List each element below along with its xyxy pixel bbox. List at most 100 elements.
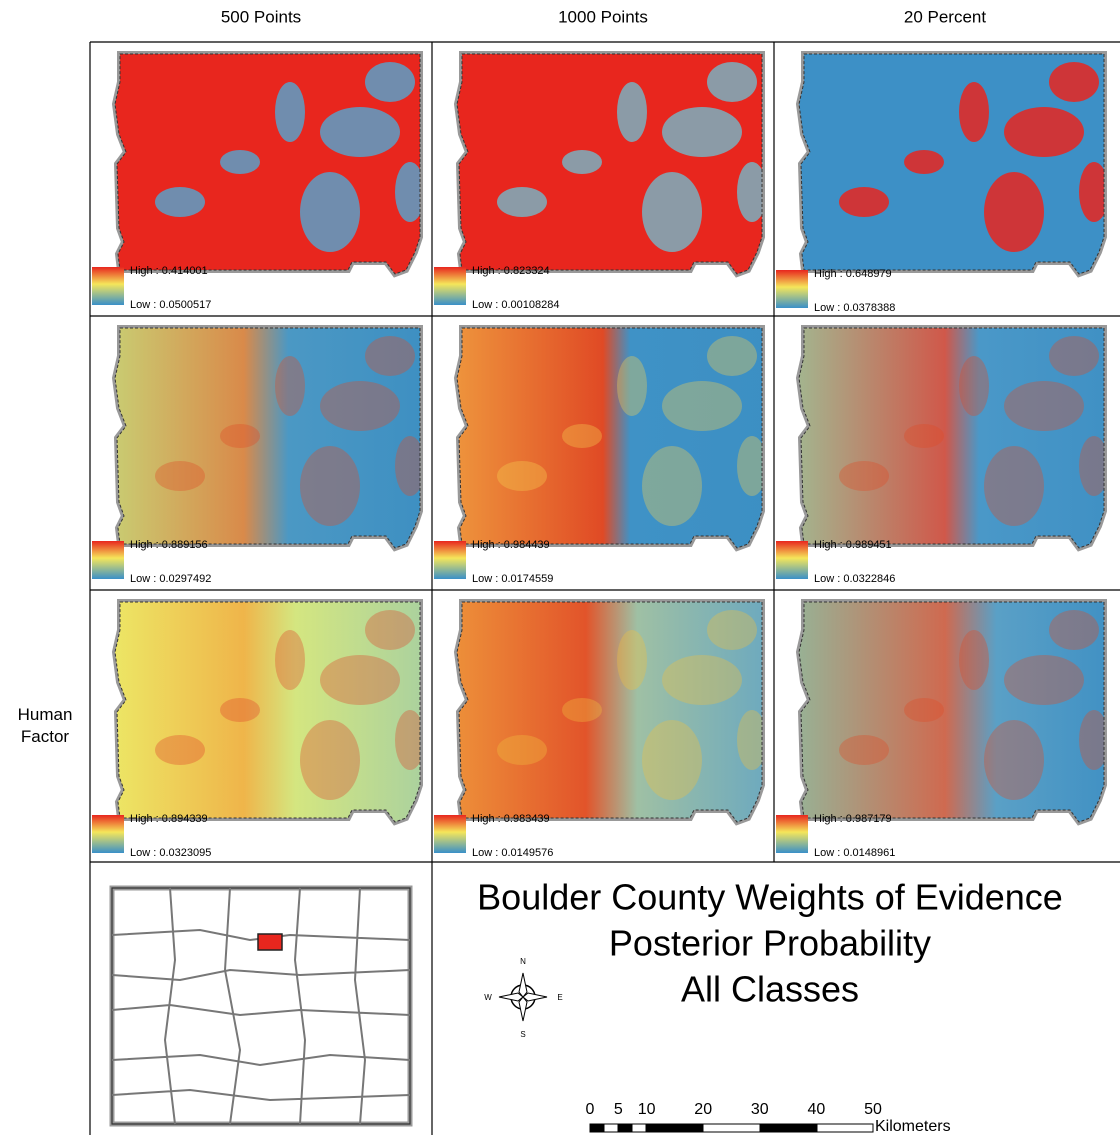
raster-patch xyxy=(300,446,360,526)
legend-high: High : 0.889156 xyxy=(130,539,208,551)
scale-tick-label: 40 xyxy=(808,1101,826,1118)
raster-patch xyxy=(904,698,944,722)
legend-ramp xyxy=(434,541,466,579)
raster-patch xyxy=(839,187,889,217)
raster-patch xyxy=(839,735,889,765)
raster-patch xyxy=(904,424,944,448)
raster-patch xyxy=(984,720,1044,800)
map-panel: High : 0.648979 Low : 0.0378388 xyxy=(774,42,1116,316)
legend-high: High : 0.648979 xyxy=(814,268,892,280)
raster-patch xyxy=(497,461,547,491)
raster-patch xyxy=(320,655,400,705)
legend-ramp xyxy=(92,541,124,579)
legend-ramp xyxy=(434,267,466,305)
raster-patch xyxy=(562,698,602,722)
raster-patch xyxy=(155,187,205,217)
legend-ramp xyxy=(776,270,808,308)
map-panel: High : 0.983439 Low : 0.0149576 xyxy=(432,590,774,864)
raster-patch xyxy=(300,172,360,252)
raster-patch xyxy=(959,630,989,690)
map-title: All Classes xyxy=(681,969,859,1010)
legend-ramp xyxy=(434,815,466,853)
raster-patch xyxy=(220,424,260,448)
raster-patch xyxy=(497,187,547,217)
legend-high: High : 0.414001 xyxy=(130,265,208,277)
raster-patch xyxy=(662,381,742,431)
raster-patch xyxy=(707,336,757,376)
scale-tick-label: 5 xyxy=(614,1101,623,1118)
scale-tick-label: 20 xyxy=(694,1101,712,1118)
legend-ramp xyxy=(92,815,124,853)
map-title: Boulder County Weights of Evidence xyxy=(477,877,1063,918)
raster-patch xyxy=(959,82,989,142)
legend-ramp xyxy=(92,267,124,305)
raster-patch xyxy=(155,735,205,765)
raster-patch xyxy=(1004,381,1084,431)
inset-map xyxy=(112,888,410,1124)
legend-high: High : 0.984439 xyxy=(472,539,550,551)
map-panel: High : 0.889156 Low : 0.0297492 xyxy=(90,316,432,590)
figure: 500 Points 1000 Points 20 Percent HumanFact… xyxy=(0,0,1120,1135)
raster-patch xyxy=(497,735,547,765)
legend-low: Low : 0.0297492 xyxy=(130,573,211,585)
raster-patch xyxy=(155,461,205,491)
raster-patch xyxy=(617,82,647,142)
legend-ramp xyxy=(776,815,808,853)
legend-high: High : 0.894339 xyxy=(130,813,208,825)
legend-high: High : 0.983439 xyxy=(472,813,550,825)
map-panel: High : 0.823324 Low : 0.00108284 xyxy=(432,42,774,316)
column-heading: 1000 Points xyxy=(558,7,648,26)
map-panel: High : 0.894339 Low : 0.0323095 xyxy=(90,590,432,864)
raster-patch xyxy=(320,107,400,157)
map-panel: High : 0.989451 Low : 0.0322846 xyxy=(774,316,1116,590)
legend-low: Low : 0.0174559 xyxy=(472,573,553,585)
scale-bar xyxy=(590,1124,873,1132)
raster-patch xyxy=(642,446,702,526)
compass-letter: N xyxy=(520,957,526,966)
raster-patch xyxy=(984,172,1044,252)
raster-patch xyxy=(707,62,757,102)
map-title: Posterior Probability xyxy=(609,923,931,964)
raster-patch xyxy=(617,630,647,690)
compass-letter: S xyxy=(520,1030,525,1039)
raster-patch xyxy=(904,150,944,174)
legend-low: Low : 0.0149576 xyxy=(472,847,553,859)
legend-low: Low : 0.0323095 xyxy=(130,847,211,859)
legend-high: High : 0.989451 xyxy=(814,539,892,551)
raster-patch xyxy=(300,720,360,800)
map-panel: High : 0.414001Low : 0.0500517 xyxy=(90,42,432,316)
raster-patch xyxy=(1004,107,1084,157)
raster-patch xyxy=(220,698,260,722)
map-panel: High : 0.984439 Low : 0.0174559 xyxy=(432,316,774,590)
column-heading: 20 Percent xyxy=(904,7,986,26)
legend-ramp xyxy=(776,541,808,579)
column-heading: 500 Points xyxy=(221,7,301,26)
raster-patch xyxy=(1049,62,1099,102)
raster-patch xyxy=(275,630,305,690)
raster-patch xyxy=(1004,655,1084,705)
raster-patch xyxy=(365,62,415,102)
legend-high: High : 0.987179 xyxy=(814,813,892,825)
raster-patch xyxy=(984,446,1044,526)
raster-patch xyxy=(562,150,602,174)
raster-patch xyxy=(617,356,647,416)
legend-low: Low : 0.0322846 xyxy=(814,573,895,585)
scale-tick-label: 30 xyxy=(751,1101,769,1118)
raster-patch xyxy=(1049,336,1099,376)
raster-patch xyxy=(275,356,305,416)
raster-patch xyxy=(562,424,602,448)
raster-patch xyxy=(275,82,305,142)
legend-high: High : 0.823324 xyxy=(472,265,550,277)
compass xyxy=(499,973,547,1021)
legend-low: Low : 0.0148961 xyxy=(814,847,895,859)
raster-patch xyxy=(959,356,989,416)
scale-unit: Kilometers xyxy=(875,1118,951,1135)
legend-low: Low : 0.0378388 xyxy=(814,302,895,314)
compass-letter: E xyxy=(557,993,562,1002)
scale-tick-label: 50 xyxy=(864,1101,882,1118)
compass-letter: W xyxy=(484,993,492,1002)
scale-tick-label: 0 xyxy=(586,1101,595,1118)
raster-patch xyxy=(642,720,702,800)
legend-low: Low : 0.00108284 xyxy=(472,299,559,311)
